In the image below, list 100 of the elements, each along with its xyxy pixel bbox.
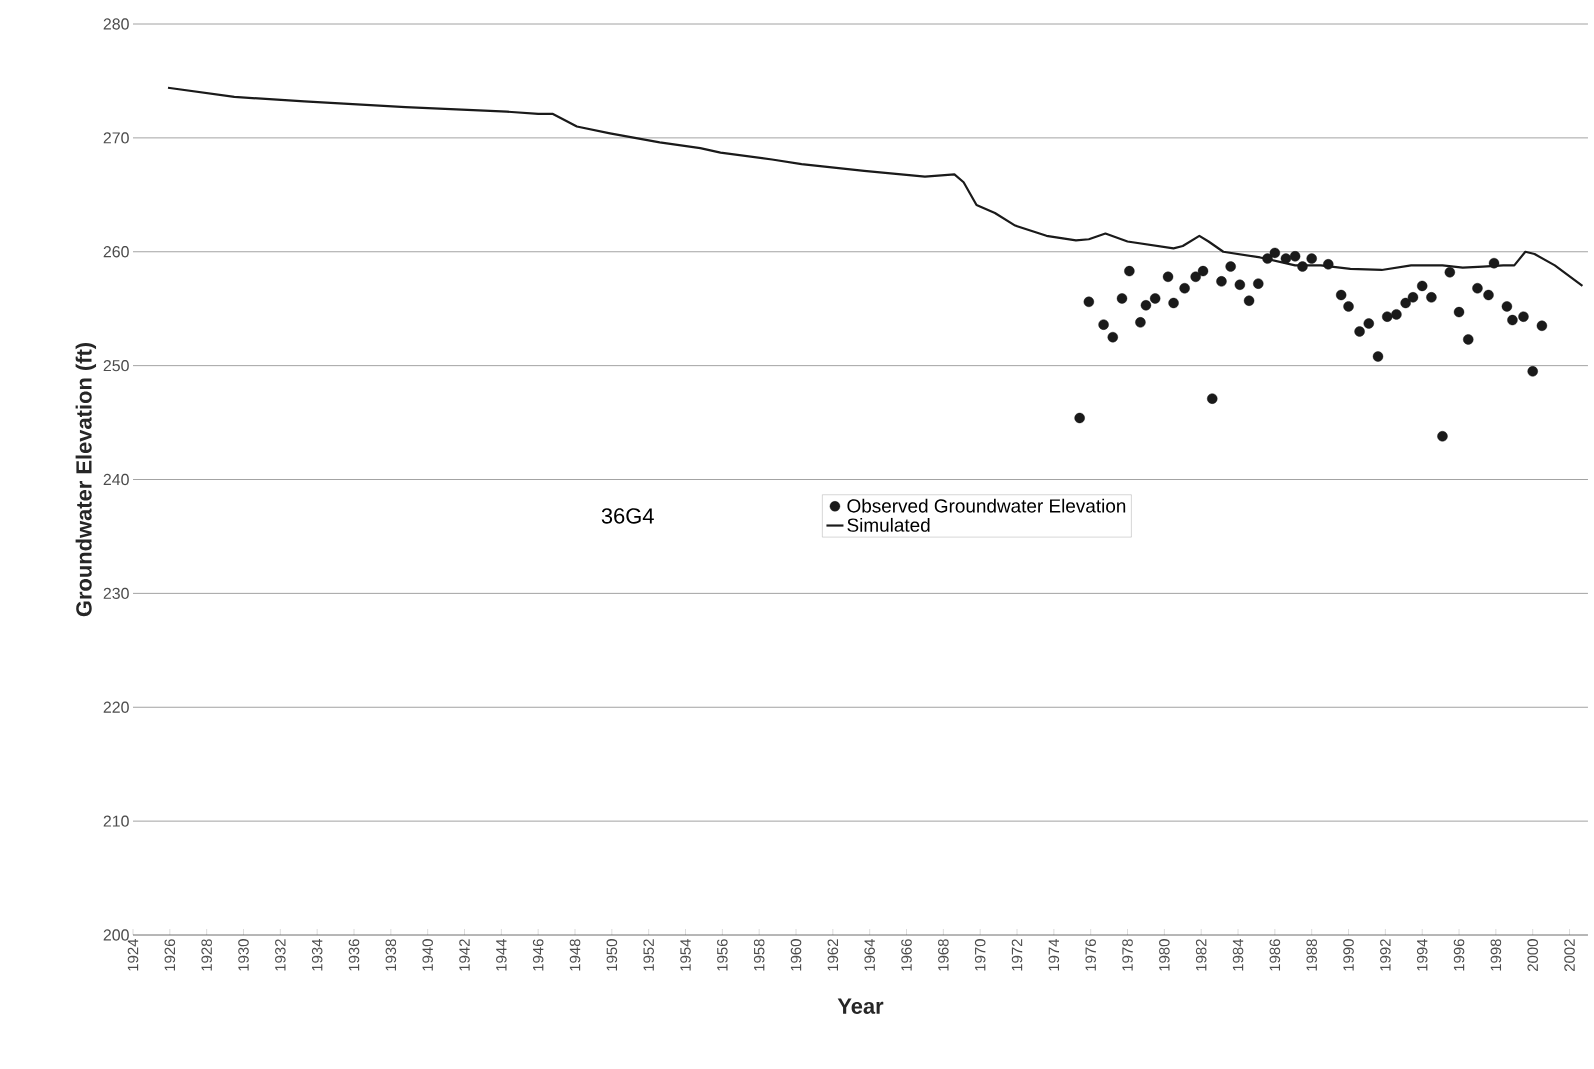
point <box>1335 289 1347 301</box>
x-tick-label: 1978 <box>1122 939 1133 971</box>
x-tick-label: 1994 <box>1416 938 1428 971</box>
y-tick-label: 200 <box>103 929 129 941</box>
point <box>1253 278 1264 289</box>
point <box>1197 265 1209 277</box>
x-tick-label: 1944 <box>496 938 507 971</box>
y-tick-label: 220 <box>103 701 129 713</box>
point <box>1280 253 1292 264</box>
point <box>1343 301 1354 312</box>
x-tick-label: 1956 <box>717 939 728 971</box>
point <box>1234 279 1246 290</box>
x-tick-label: 1934 <box>311 938 323 971</box>
legend-label: Observed Groundwater Elevation <box>847 498 1126 513</box>
y-tick-label: 260 <box>103 246 129 258</box>
point <box>1463 334 1474 345</box>
x-tick-label: 1932 <box>275 939 286 971</box>
point <box>1135 317 1146 328</box>
point <box>1262 253 1273 264</box>
point <box>1162 271 1174 282</box>
point <box>1372 351 1384 362</box>
y-tick-label: 240 <box>103 473 129 486</box>
y-tick-label: 210 <box>103 815 129 827</box>
y-tick-label: 280 <box>103 18 129 30</box>
x-tick-label: 1974 <box>1048 938 1060 971</box>
point <box>1124 265 1135 277</box>
x-tick-label: 1982 <box>1195 939 1207 971</box>
x-tick-label: 1970 <box>974 939 986 971</box>
y-axis-title: Groundwater Elevation (ft) <box>75 343 97 617</box>
point <box>1354 326 1365 337</box>
point <box>1382 311 1393 322</box>
x-tick-label: 1968 <box>938 939 949 971</box>
x-axis-title: Year <box>837 998 884 1014</box>
x-tick-label: 1996 <box>1453 939 1465 971</box>
x-tick-label: 1928 <box>201 939 212 971</box>
x-tick-label: 1960 <box>790 939 802 971</box>
point <box>1107 331 1118 343</box>
point <box>1323 259 1334 270</box>
x-tick-label: 1942 <box>459 939 470 971</box>
point <box>1527 366 1538 377</box>
point <box>1507 314 1518 326</box>
point <box>1140 300 1152 311</box>
x-tick-label: 1980 <box>1159 939 1170 971</box>
x-tick-label: 1976 <box>1085 939 1096 971</box>
y-tick-label: 250 <box>103 359 129 372</box>
point <box>1391 309 1402 320</box>
point <box>1269 247 1281 259</box>
annotation: 36G4 <box>601 508 654 524</box>
point <box>1536 320 1548 331</box>
x-tick-label: 1964 <box>864 938 875 971</box>
x-tick-label: 1986 <box>1269 939 1281 971</box>
x-tick-label: 1962 <box>827 939 839 971</box>
point <box>1116 293 1128 304</box>
point <box>1488 257 1500 269</box>
x-tick-label: 1930 <box>238 939 249 971</box>
point <box>1083 296 1095 308</box>
x-tick-label: 1988 <box>1306 939 1317 971</box>
x-tick-label: 1998 <box>1490 939 1502 971</box>
point <box>1225 261 1236 272</box>
x-tick-label: 1946 <box>532 939 544 971</box>
legend-label: Simulated <box>847 517 930 532</box>
point <box>1444 267 1456 278</box>
point <box>1518 311 1529 322</box>
y-tick-label: 230 <box>103 587 129 600</box>
point <box>1216 276 1227 287</box>
point <box>1483 289 1494 301</box>
x-tick-label: 2002 <box>1564 939 1575 972</box>
x-tick-label: 1938 <box>385 939 397 971</box>
point <box>1168 297 1179 309</box>
x-tick-label: 1990 <box>1343 939 1354 971</box>
x-tick-label: 1936 <box>348 939 360 971</box>
x-tick-label: 2000 <box>1527 939 1538 972</box>
point <box>1472 282 1483 294</box>
point <box>1453 306 1465 318</box>
point <box>1243 295 1255 306</box>
x-tick-label: 1958 <box>753 939 765 971</box>
x-tick-label: 1950 <box>606 939 618 971</box>
point <box>1207 393 1218 404</box>
point <box>1190 271 1201 282</box>
x-tick-label: 1992 <box>1380 939 1391 971</box>
point <box>1074 412 1085 424</box>
x-tick-label: 1924 <box>127 938 139 971</box>
point <box>1417 280 1428 292</box>
x-tick-label: 1966 <box>901 939 912 971</box>
point <box>1426 292 1437 303</box>
point <box>1289 251 1301 262</box>
point <box>1306 253 1317 264</box>
line-series <box>166 86 1584 288</box>
x-tick-label: 1984 <box>1232 938 1244 971</box>
point <box>1297 261 1308 272</box>
point <box>1363 318 1374 329</box>
x-tick-label: 1940 <box>422 939 433 971</box>
point <box>1400 297 1411 309</box>
x-tick-label: 1954 <box>680 938 691 971</box>
point <box>1501 301 1513 312</box>
point <box>1098 319 1109 330</box>
point <box>1407 292 1419 303</box>
point <box>1149 293 1161 304</box>
point <box>1437 431 1448 442</box>
x-tick-label: 1952 <box>643 939 654 971</box>
